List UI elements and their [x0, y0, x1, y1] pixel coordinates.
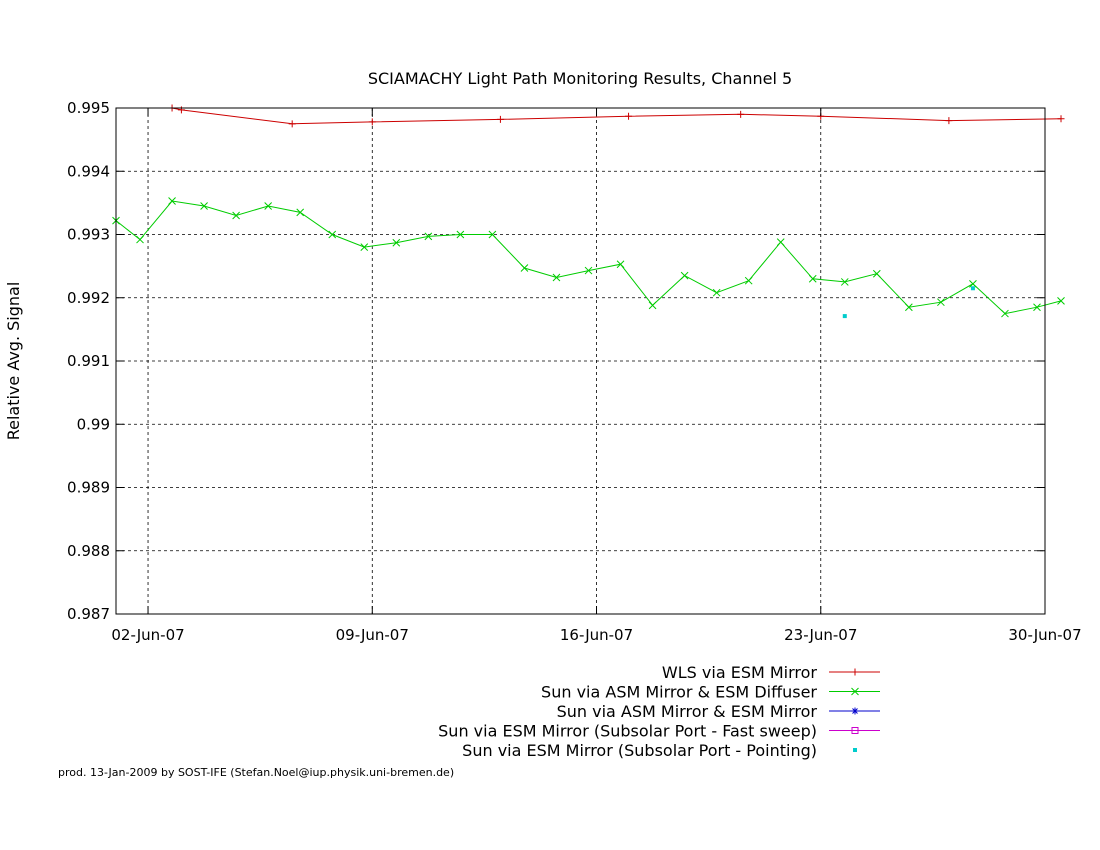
legend-label: Sun via ESM Mirror (Subsolar Port - Fast… [438, 722, 817, 741]
y-tick-label: 0.992 [67, 289, 110, 307]
data-point [584, 266, 593, 275]
x-tick-label: 09-Jun-07 [336, 626, 409, 644]
data-point [808, 274, 817, 283]
data-point [776, 238, 785, 246]
data-point [744, 276, 753, 285]
series-line [171, 107, 1062, 125]
data-point [872, 269, 881, 278]
legend-label: Sun via ASM Mirror & ESM Diffuser [541, 683, 817, 702]
x-tick-label: 16-Jun-07 [560, 626, 633, 644]
x-tick-label: 02-Jun-07 [111, 626, 184, 644]
data-point [840, 278, 849, 286]
footer-credit: prod. 13-Jan-2009 by SOST-IFE (Stefan.No… [58, 766, 454, 779]
y-tick-label: 0.987 [67, 605, 110, 623]
data-point [1001, 309, 1009, 318]
x-tick-label: 30-Jun-07 [1008, 626, 1081, 644]
data-point [1033, 303, 1041, 312]
data-point [842, 314, 847, 319]
data-point [970, 286, 975, 291]
data-point [424, 232, 433, 241]
data-point [136, 235, 144, 244]
data-point [168, 197, 176, 205]
y-tick-label: 0.99 [77, 415, 110, 433]
data-point [177, 106, 185, 114]
legend-label: Sun via ESM Mirror (Subsolar Port - Poin… [462, 741, 817, 760]
data-point [232, 211, 240, 220]
data-point [937, 298, 945, 307]
data-point [288, 120, 296, 128]
series-layer [112, 104, 1065, 319]
x-tick-label: 23-Jun-07 [784, 626, 857, 644]
legend-marker [851, 687, 859, 696]
data-point [296, 208, 305, 217]
y-tick-label: 0.994 [67, 162, 110, 180]
y-tick-label: 0.989 [67, 479, 110, 497]
data-point [264, 202, 273, 210]
data-point [392, 238, 401, 247]
legend-marker [851, 707, 859, 715]
grid [116, 108, 1046, 614]
series-5 [842, 286, 975, 319]
chart-title: SCIAMACHY Light Path Monitoring Results,… [368, 69, 792, 88]
data-point [360, 243, 369, 252]
data-point [625, 112, 633, 120]
data-point [456, 230, 465, 239]
legend-label: Sun via ASM Mirror & ESM Mirror [557, 702, 818, 721]
y-axis-label: Relative Avg. Signal [4, 282, 23, 441]
y-tick-label: 0.988 [67, 542, 110, 560]
data-point [648, 301, 657, 310]
legend-marker [851, 668, 859, 676]
data-point [616, 260, 625, 269]
data-point [200, 202, 208, 210]
data-point [680, 271, 689, 280]
series-2 [112, 197, 1065, 318]
data-point [737, 110, 745, 118]
data-point [1057, 297, 1065, 305]
data-point [945, 117, 953, 125]
data-point [496, 115, 504, 123]
series-line [115, 200, 1062, 315]
legend-marker [853, 748, 857, 752]
data-point [488, 230, 497, 239]
data-point [1057, 115, 1065, 123]
data-point [328, 230, 337, 239]
y-tick-label: 0.991 [67, 352, 110, 370]
y-tick-label: 0.995 [67, 99, 110, 117]
data-point [904, 303, 913, 312]
data-point [712, 288, 721, 297]
legend-marker [851, 727, 859, 734]
data-point [520, 264, 529, 272]
data-point [969, 279, 977, 288]
y-tick-label: 0.993 [67, 226, 110, 244]
legend-label: WLS via ESM Mirror [662, 663, 818, 682]
data-point [552, 273, 561, 282]
ticks: 0.987 0.988 0.989 0.99 0.991 0.992 0.993 0.994 0… [67, 99, 1082, 644]
data-point [368, 118, 376, 126]
